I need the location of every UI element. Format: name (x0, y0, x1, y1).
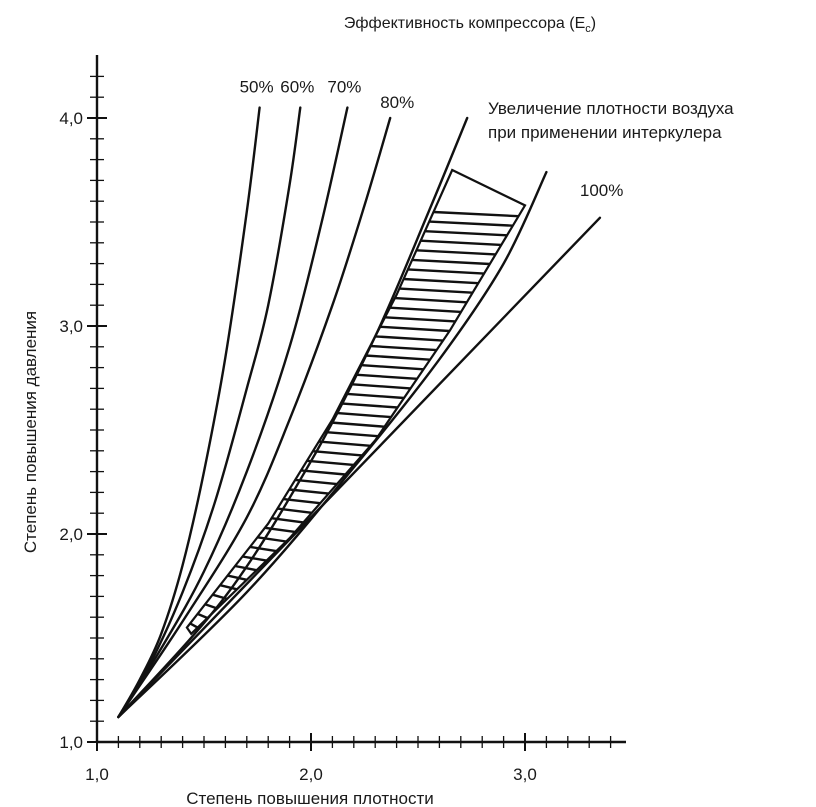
plot-area: 1,0 2,0 3,0 1,0 2,0 3,0 4,0 50% 60% 70% 80% 100% (59, 55, 626, 784)
band-hatch (295, 478, 338, 486)
band-hatch (257, 536, 287, 543)
x-axis-title: Степень повышения плотности (186, 789, 434, 807)
series-line-60pct (117, 106, 302, 719)
annotation-line-1: Увеличение плотности воздуха (488, 99, 734, 118)
band-hatch (389, 306, 462, 314)
band-hatch (380, 325, 450, 333)
band-hatch (300, 469, 346, 476)
band-hatch (394, 296, 467, 304)
annotation-intercooler: Увеличение плотности воздуха при примене… (488, 99, 738, 142)
band-hatch (416, 249, 496, 256)
series-line-50pct (117, 106, 261, 719)
series-line-boundary-4 (117, 116, 469, 719)
series-label-100pct: 100% (580, 181, 623, 200)
y-tick-label: 3,0 (59, 317, 83, 336)
band-hatch (360, 363, 424, 371)
series-line-100pct (117, 216, 602, 719)
band-hatch (312, 450, 363, 457)
band-hatch (375, 335, 444, 342)
y-tick-label: 1,0 (59, 733, 83, 752)
x-tick-label: 3,0 (513, 765, 537, 784)
band-hatch (335, 411, 392, 419)
band-hatch (242, 555, 267, 562)
band-hatch (399, 287, 473, 294)
series-line-70pct (117, 106, 349, 719)
band-hatch (219, 584, 238, 591)
band-hatch (189, 622, 199, 629)
band-hatch (420, 239, 502, 247)
series-line-80pct (117, 116, 392, 719)
band-hatch (412, 258, 490, 266)
y-tick-label: 2,0 (59, 525, 83, 544)
y-axis-title: Степень повышения давления (21, 311, 40, 553)
band-hatch (370, 344, 437, 352)
band-hatch (403, 277, 479, 285)
series-labels: 50% 60% 70% 80% 100% (240, 78, 624, 200)
band-hatch (365, 354, 431, 361)
band-hatch (197, 612, 208, 620)
band-hatch (345, 392, 405, 400)
band-hatch (433, 210, 519, 218)
band-hatch (350, 383, 411, 390)
band-hatch (330, 421, 385, 428)
series-label-80pct: 80% (380, 93, 414, 112)
series-label-70pct: 70% (327, 78, 361, 97)
band-hatch (318, 440, 371, 447)
band-hatch (384, 316, 456, 323)
band-hatch (340, 402, 398, 409)
band-hatch (355, 373, 418, 380)
intercooler-band (185, 168, 527, 636)
series-lines (117, 106, 602, 719)
y-tick-label: 4,0 (59, 109, 83, 128)
annotation-line-2: при применении интеркулера (488, 123, 722, 142)
band-hatch (407, 268, 485, 275)
band-hatch (424, 230, 508, 237)
chart-title: Эффективность компрессора (Ec) (344, 15, 596, 35)
x-tick-label: 1,0 (85, 765, 109, 784)
series-label-60pct: 60% (280, 78, 314, 97)
band-hatch (306, 459, 354, 467)
x-tick-label: 2,0 (299, 765, 323, 784)
band-hatch (289, 488, 329, 495)
series-line-boundary-5 (117, 170, 548, 719)
band-hatch (249, 545, 277, 553)
series-label-50pct: 50% (240, 78, 274, 97)
band-hatch (227, 574, 248, 581)
band-hatch (429, 220, 513, 227)
band-hatch (324, 430, 379, 438)
axes: 1,0 2,0 3,0 1,0 2,0 3,0 4,0 (59, 55, 626, 784)
band-outline (185, 168, 527, 636)
